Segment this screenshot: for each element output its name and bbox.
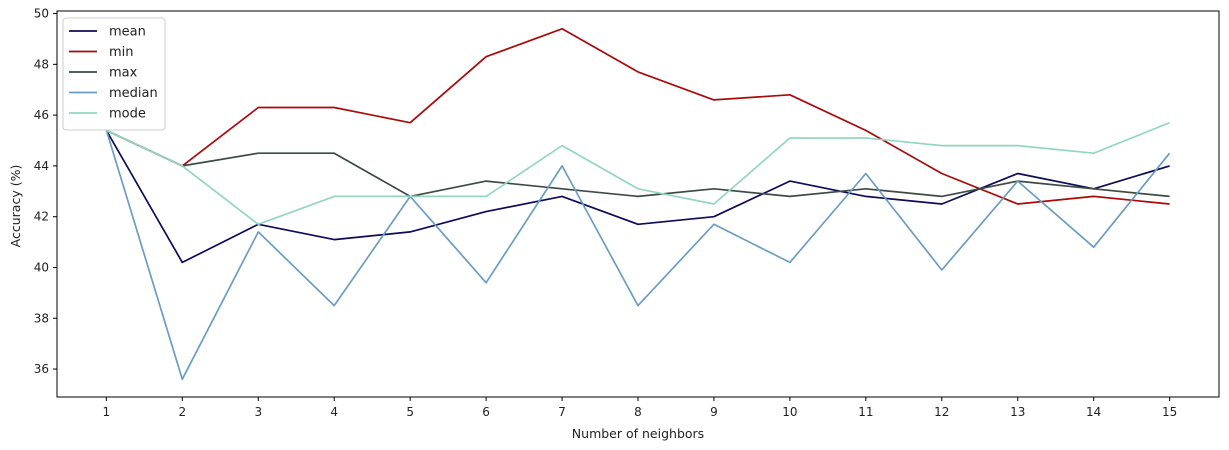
x-tick-label: 2 [178,405,186,419]
x-tick-label: 7 [558,405,566,419]
y-tick-label: 48 [34,57,49,71]
legend-label-mode: mode [109,107,146,122]
x-tick-label: 13 [1010,405,1025,419]
x-tick-label: 5 [406,405,414,419]
y-tick-label: 36 [34,362,49,376]
x-tick-label: 12 [934,405,949,419]
y-tick-label: 46 [34,108,49,122]
legend-label-max: max [109,66,138,81]
legend-label-mean: mean [109,25,146,40]
legend-label-min: min [109,45,134,60]
y-tick-label: 38 [34,311,49,325]
x-axis-label: Number of neighbors [572,426,704,441]
x-tick-label: 15 [1162,405,1177,419]
x-tick-label: 8 [634,405,642,419]
x-tick-label: 4 [330,405,338,419]
y-tick-label: 42 [34,210,49,224]
y-tick-label: 40 [34,260,49,274]
series-line-min [106,27,1170,205]
x-tick-label: 14 [1086,405,1101,419]
y-tick-label: 44 [34,159,49,173]
legend-label-median: median [109,86,158,101]
x-tick-label: 11 [858,405,873,419]
y-axis-label: Accuracy (%) [8,165,23,248]
series-line-max [106,129,1170,198]
x-tick-label: 10 [782,405,797,419]
x-tick-label: 1 [103,405,111,419]
x-tick-label: 9 [710,405,718,419]
y-tick-label: 50 [34,7,49,21]
series-line-mean [105,129,1170,264]
series-line-mode [106,121,1170,226]
plot-area [105,27,1171,381]
legend: mean min max median mode [62,17,166,131]
x-tick-label: 6 [482,405,490,419]
legend-box [62,17,166,131]
series-line-median [105,130,1171,381]
x-tick-label: 3 [254,405,262,419]
